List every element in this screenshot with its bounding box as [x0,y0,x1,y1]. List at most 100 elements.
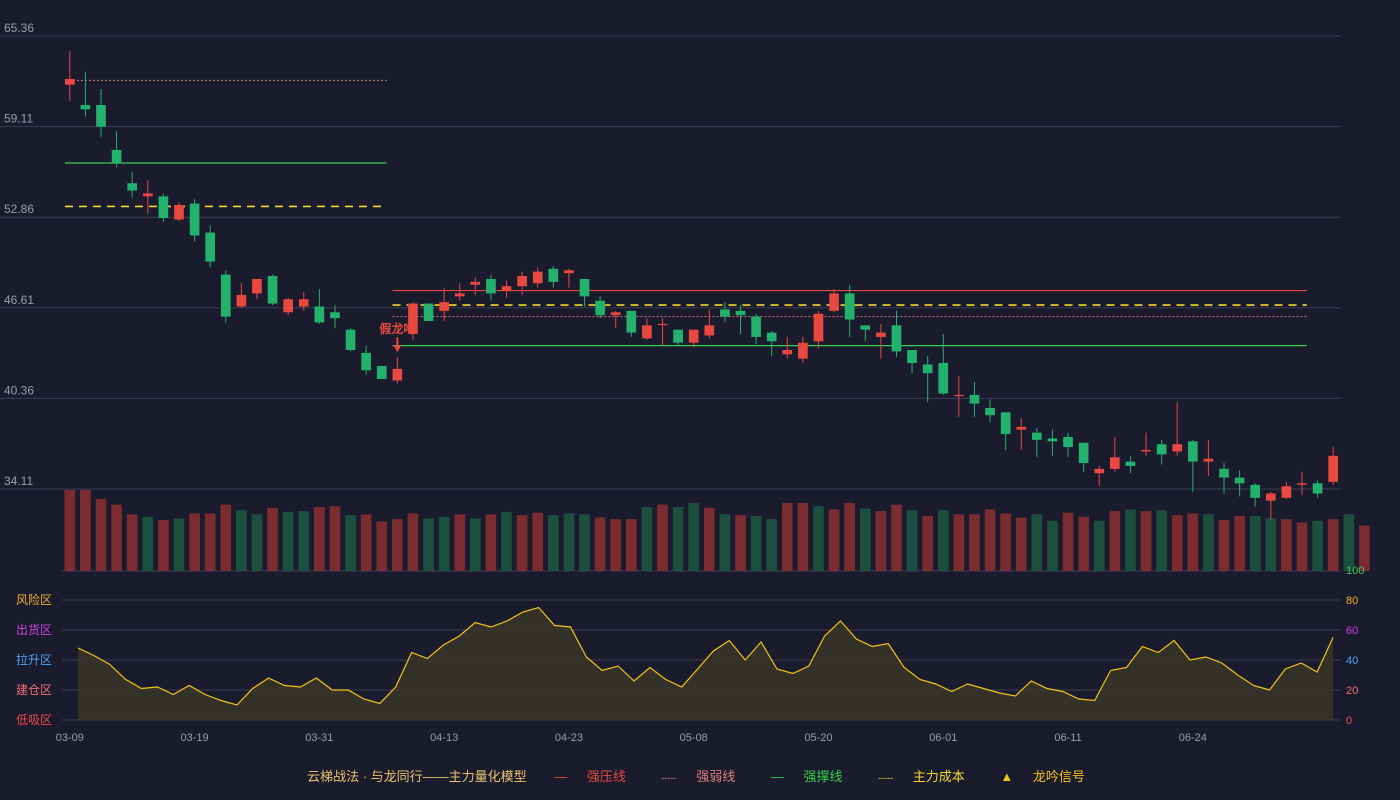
volume-bar [953,514,965,571]
candle-body [1156,444,1167,455]
volume-bar [594,517,606,571]
candle-body [1219,468,1229,478]
candle-body [142,193,153,197]
volume-bar [1359,525,1370,571]
volume-bar [625,519,637,571]
chart-legend: 云梯战法 · 与龙同行——主力量化模型 — 强压线 ----- 强弱线 — 强撑… [0,766,1400,785]
volume-bar [1125,509,1136,571]
volume-bar [532,512,544,571]
osc-tick-label: 20 [1346,685,1358,697]
legend-item-weak-line: ----- 强弱线 [661,769,736,784]
volume-bar [1203,514,1214,571]
candle-body [595,300,605,316]
price-tick-label: 34.11 [4,474,33,488]
x-tick-label: 06-24 [1179,732,1207,744]
volume-bar [719,514,731,571]
candle-body [330,312,340,319]
volume-bar [470,518,481,571]
osc-tick-label: 100 [1346,565,1364,577]
candle-body [96,105,106,127]
legend-item-cost: ----- 主力成本 [878,769,965,784]
candle-body [1312,483,1323,494]
volume-bar [1093,520,1105,571]
candle-body [642,325,652,339]
volume-bar [126,514,138,571]
volume-bar [204,513,216,571]
volume-bar [1234,515,1245,571]
volume-bar [1171,515,1183,571]
candle-body [1047,438,1058,442]
volume-bar [937,510,949,571]
volume-bar [797,502,809,571]
candle-body [1172,444,1183,452]
volume-bar [64,490,76,571]
volume-bar [1140,511,1152,571]
x-tick-label: 05-20 [804,732,832,744]
volume-bar [95,498,107,571]
volume-bar [282,511,294,571]
candle-body [907,349,917,364]
volume-bar [828,509,840,571]
candle-body [1141,450,1151,452]
volume-bar [579,514,590,571]
volume-bar [392,519,403,571]
volume-bar [781,502,793,571]
legend-item-support: — 强撑线 [770,769,843,784]
volume-bar [1156,510,1167,571]
osc-tick-label: 40 [1346,655,1358,667]
volume-bar [1249,515,1261,571]
candle-body [220,274,231,317]
candle-body [298,299,309,307]
volume-bar [516,515,528,571]
volume-bar [984,509,996,571]
volume-bar [1343,514,1355,571]
volume-bar [1187,513,1199,571]
candle-body [626,310,637,333]
candle-body [1125,461,1136,466]
volume-bar [423,518,434,571]
volume-bar [1296,522,1308,571]
candle-body [1000,412,1011,435]
candle-body [439,302,449,311]
volume-bar [80,490,91,571]
candle-body [501,286,512,291]
candle-body [844,293,855,320]
volume-bar [251,514,263,571]
volume-bar [111,504,122,571]
candle-body [1016,426,1027,430]
candle-body [189,203,200,236]
osc-zone-label: 建仓区 [16,683,52,697]
osc-zone-label: 风险区 [16,592,52,607]
candle-body [1203,458,1214,462]
candle-body [1297,483,1307,485]
candle-body [314,306,325,323]
volume-bar [547,515,559,571]
volume-bar [969,514,980,571]
candle-body [1328,455,1339,482]
price-tick-label: 59.11 [4,112,33,126]
volume-bar [220,504,232,571]
volume-bar [1265,518,1277,571]
candle-body [1250,484,1261,498]
volume-bar [610,519,622,571]
candle-body [876,332,886,337]
volume-bar [298,511,310,571]
candle-body [969,394,980,404]
candle-body [517,276,527,287]
candle-body [1234,477,1245,484]
volume-bar [1109,511,1121,571]
volume-bar [657,504,668,571]
volume-bar [906,510,918,571]
candle-body [1063,436,1073,448]
candle-body [673,329,683,343]
candle-body [891,325,902,352]
candle-body [361,352,371,371]
candle-body [158,196,169,219]
candle-body [236,294,247,307]
volume-bar [875,511,887,571]
volume-bar [501,511,512,571]
volume-bar [1047,520,1058,571]
volume-bar [641,507,653,571]
volume-bar [563,513,575,571]
volume-bar [1281,519,1292,571]
